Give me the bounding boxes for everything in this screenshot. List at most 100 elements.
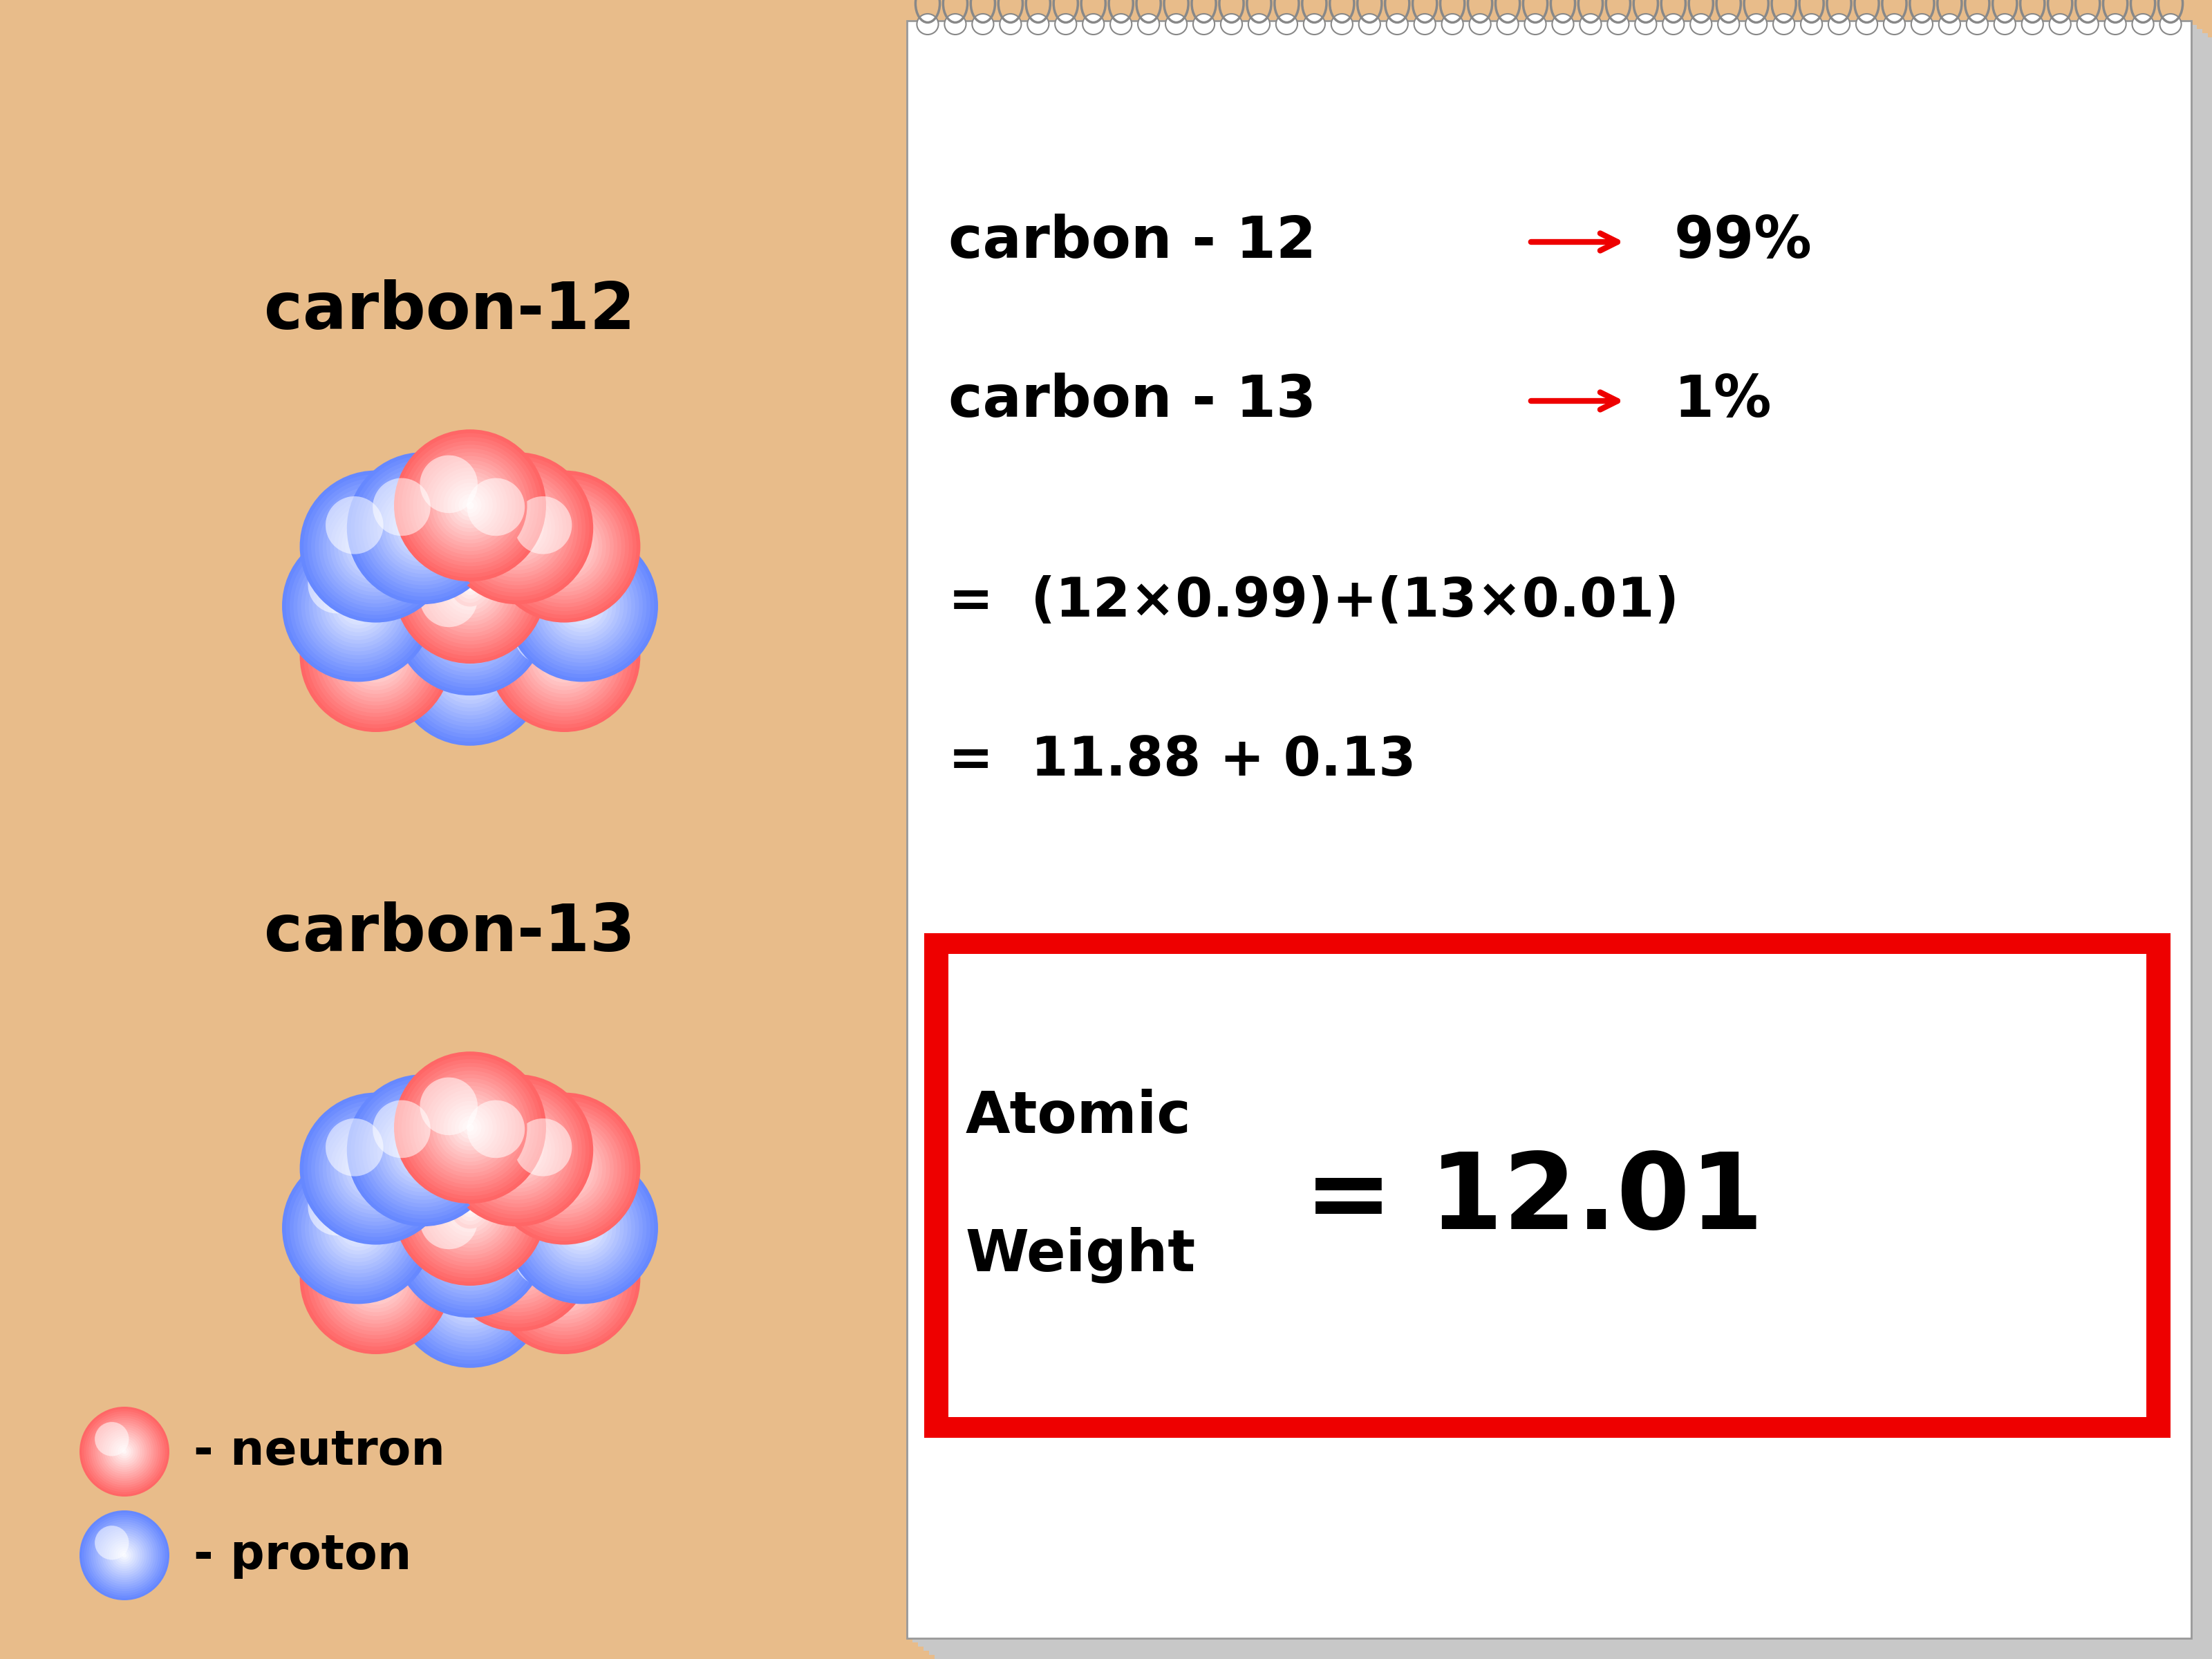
Circle shape (394, 1166, 546, 1317)
Circle shape (352, 456, 495, 601)
Circle shape (458, 659, 482, 682)
Circle shape (445, 1183, 588, 1327)
Circle shape (560, 652, 568, 660)
Ellipse shape (916, 13, 938, 35)
Circle shape (414, 612, 526, 727)
Circle shape (513, 538, 650, 674)
Circle shape (531, 556, 591, 614)
Circle shape (500, 1103, 628, 1233)
Circle shape (367, 539, 383, 554)
Circle shape (549, 572, 617, 640)
Circle shape (555, 1201, 608, 1254)
Circle shape (409, 1181, 531, 1302)
Circle shape (431, 581, 509, 657)
Circle shape (429, 1168, 511, 1251)
Circle shape (330, 501, 420, 592)
Circle shape (544, 567, 619, 644)
Circle shape (113, 1545, 135, 1566)
Circle shape (458, 494, 482, 518)
Text: Atomic: Atomic (967, 1088, 1192, 1145)
Circle shape (436, 1093, 504, 1161)
Circle shape (316, 564, 400, 647)
Circle shape (522, 1126, 606, 1211)
Circle shape (526, 508, 602, 584)
Circle shape (513, 1251, 522, 1259)
Circle shape (451, 486, 489, 524)
Circle shape (330, 1233, 420, 1324)
Circle shape (80, 1407, 170, 1496)
Circle shape (420, 455, 478, 513)
Circle shape (553, 1158, 575, 1180)
Ellipse shape (2077, 13, 2099, 35)
Circle shape (356, 1259, 394, 1297)
Circle shape (495, 478, 633, 615)
Circle shape (323, 572, 392, 640)
Circle shape (303, 584, 449, 728)
Circle shape (394, 1133, 546, 1286)
Circle shape (115, 1443, 133, 1460)
Circle shape (449, 460, 586, 597)
Circle shape (347, 1075, 500, 1226)
Circle shape (577, 602, 586, 609)
Circle shape (526, 1131, 602, 1206)
Circle shape (462, 1203, 478, 1218)
Circle shape (507, 1140, 529, 1161)
Circle shape (540, 564, 624, 647)
Circle shape (354, 1082, 491, 1219)
Circle shape (338, 1209, 376, 1248)
Circle shape (553, 1267, 575, 1289)
Circle shape (491, 1123, 544, 1176)
Circle shape (97, 1425, 150, 1478)
Text: - neutron: - neutron (195, 1428, 445, 1475)
Circle shape (513, 496, 573, 554)
Circle shape (341, 513, 409, 581)
Circle shape (409, 528, 531, 649)
Circle shape (319, 599, 434, 713)
Circle shape (431, 632, 509, 708)
Text: - proton: - proton (195, 1533, 411, 1578)
Circle shape (385, 491, 460, 566)
Ellipse shape (1413, 13, 1436, 35)
Text: Weight: Weight (967, 1226, 1197, 1282)
Circle shape (111, 1438, 137, 1465)
Circle shape (544, 1190, 619, 1266)
Circle shape (511, 602, 617, 710)
Circle shape (555, 579, 608, 632)
Circle shape (431, 1090, 509, 1166)
Circle shape (495, 1100, 633, 1238)
Circle shape (394, 1216, 546, 1367)
Ellipse shape (1166, 13, 1188, 35)
Ellipse shape (1801, 13, 1823, 35)
Bar (925, 33, 2208, 1651)
Circle shape (531, 1178, 591, 1236)
Circle shape (445, 1078, 588, 1223)
Circle shape (416, 1075, 524, 1181)
Circle shape (115, 1546, 133, 1564)
Circle shape (467, 1102, 566, 1199)
Circle shape (502, 1241, 533, 1271)
Circle shape (354, 1256, 398, 1301)
Circle shape (542, 1256, 586, 1301)
Circle shape (451, 1191, 489, 1229)
Circle shape (467, 1206, 473, 1213)
Circle shape (338, 587, 376, 625)
Circle shape (557, 1161, 573, 1176)
Circle shape (575, 599, 591, 614)
Circle shape (327, 1198, 389, 1258)
Circle shape (347, 1216, 369, 1239)
Circle shape (511, 493, 617, 599)
Ellipse shape (1055, 13, 1077, 35)
Circle shape (442, 1102, 498, 1155)
Circle shape (522, 1236, 606, 1321)
Circle shape (374, 1102, 473, 1199)
Circle shape (86, 1413, 164, 1490)
Circle shape (467, 1287, 473, 1296)
Circle shape (440, 474, 500, 536)
Bar (925, 932, 2170, 1438)
Circle shape (95, 1422, 128, 1457)
Circle shape (119, 1447, 128, 1457)
Circle shape (518, 611, 611, 702)
Circle shape (513, 524, 522, 533)
Circle shape (405, 554, 535, 684)
Circle shape (398, 1138, 542, 1282)
